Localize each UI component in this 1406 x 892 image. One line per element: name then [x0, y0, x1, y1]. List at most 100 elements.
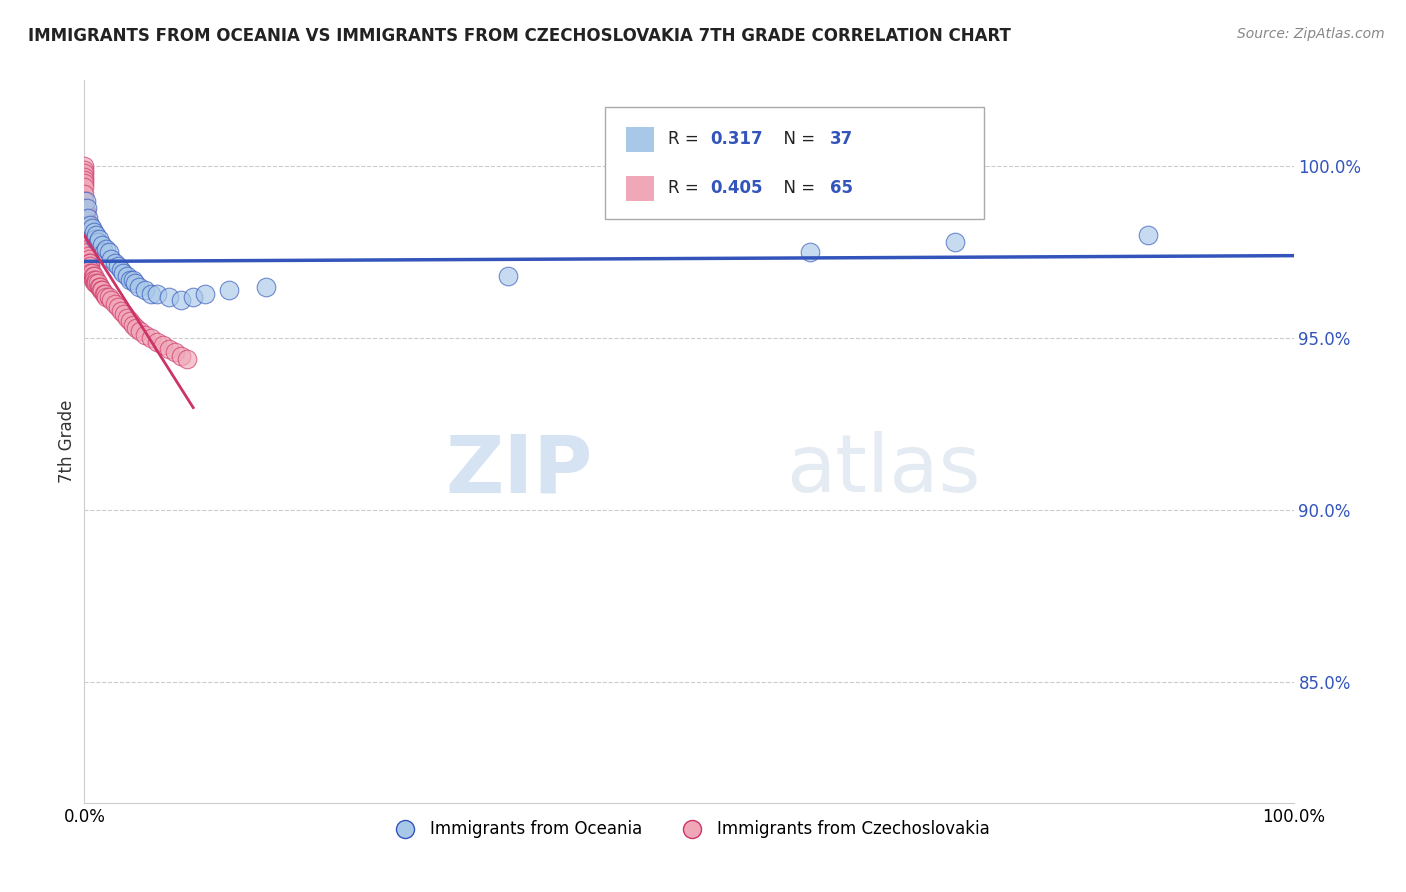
- Point: [73, 159, 96, 173]
- Text: 37: 37: [830, 130, 853, 148]
- Point: [90, 283, 112, 297]
- Point: [86, 277, 108, 291]
- Point: [94, 290, 117, 304]
- Point: [254, 279, 277, 293]
- Point: [97, 290, 120, 304]
- Text: IMMIGRANTS FROM OCEANIA VS IMMIGRANTS FROM CZECHOSLOVAKIA 7TH GRADE CORRELATION : IMMIGRANTS FROM OCEANIA VS IMMIGRANTS FR…: [28, 27, 1011, 45]
- Point: [77, 242, 100, 256]
- Point: [77, 211, 100, 225]
- Legend: Immigrants from Oceania, Immigrants from Czechoslovakia: Immigrants from Oceania, Immigrants from…: [381, 814, 997, 845]
- Point: [83, 273, 105, 287]
- Point: [181, 290, 204, 304]
- Point: [79, 259, 101, 273]
- Point: [73, 180, 96, 194]
- Point: [79, 262, 101, 277]
- Point: [73, 169, 96, 184]
- Point: [87, 231, 110, 245]
- Text: R =: R =: [668, 179, 704, 197]
- Point: [176, 351, 198, 366]
- Text: N =: N =: [773, 179, 821, 197]
- Point: [194, 286, 217, 301]
- Point: [110, 303, 132, 318]
- Point: [121, 273, 143, 287]
- Point: [157, 342, 180, 356]
- Point: [79, 218, 101, 232]
- Point: [86, 273, 108, 287]
- Point: [80, 266, 103, 280]
- Point: [218, 283, 240, 297]
- Point: [115, 310, 138, 325]
- Point: [76, 228, 98, 243]
- Point: [93, 286, 115, 301]
- Point: [146, 286, 169, 301]
- Point: [84, 231, 107, 245]
- Point: [86, 277, 108, 291]
- Point: [125, 321, 148, 335]
- Point: [73, 162, 96, 177]
- Point: [75, 225, 97, 239]
- Point: [107, 259, 129, 273]
- Text: atlas: atlas: [786, 432, 980, 509]
- Point: [139, 331, 162, 345]
- Point: [134, 283, 156, 297]
- Point: [84, 277, 107, 291]
- Point: [76, 201, 98, 215]
- Point: [76, 238, 98, 252]
- Point: [121, 318, 143, 332]
- Point: [100, 293, 122, 308]
- Point: [157, 290, 180, 304]
- Point: [82, 273, 104, 287]
- Point: [76, 235, 98, 249]
- Point: [86, 228, 108, 243]
- Point: [77, 249, 100, 263]
- Point: [91, 238, 114, 252]
- Point: [100, 252, 122, 267]
- Point: [107, 301, 129, 315]
- Point: [115, 269, 138, 284]
- Point: [73, 166, 96, 180]
- Point: [94, 242, 117, 256]
- Point: [83, 225, 105, 239]
- Point: [128, 279, 150, 293]
- Text: R =: R =: [668, 130, 704, 148]
- Text: 65: 65: [830, 179, 852, 197]
- Point: [79, 255, 101, 269]
- Point: [89, 279, 111, 293]
- Point: [120, 314, 142, 328]
- Point: [77, 245, 100, 260]
- Point: [73, 194, 96, 208]
- Point: [77, 255, 100, 269]
- Point: [82, 269, 104, 284]
- Point: [73, 186, 96, 201]
- Point: [73, 173, 96, 187]
- Point: [79, 266, 101, 280]
- Point: [170, 293, 193, 308]
- Point: [134, 327, 156, 342]
- Point: [943, 235, 966, 249]
- Point: [97, 245, 120, 260]
- Point: [75, 211, 97, 225]
- Y-axis label: 7th Grade: 7th Grade: [58, 400, 76, 483]
- Point: [146, 334, 169, 349]
- Text: 0.405: 0.405: [710, 179, 762, 197]
- Point: [112, 307, 135, 321]
- Point: [86, 235, 108, 249]
- Point: [165, 345, 187, 359]
- Point: [1137, 228, 1160, 243]
- Point: [120, 273, 142, 287]
- Point: [75, 221, 97, 235]
- Point: [94, 286, 117, 301]
- Point: [75, 207, 97, 221]
- Point: [73, 201, 96, 215]
- Point: [170, 349, 193, 363]
- Point: [75, 204, 97, 219]
- Point: [124, 277, 146, 291]
- Point: [93, 245, 115, 260]
- Point: [77, 252, 100, 267]
- Point: [799, 245, 821, 260]
- Point: [73, 177, 96, 191]
- Point: [91, 283, 114, 297]
- Point: [87, 279, 110, 293]
- Text: Source: ZipAtlas.com: Source: ZipAtlas.com: [1237, 27, 1385, 41]
- Point: [152, 338, 174, 352]
